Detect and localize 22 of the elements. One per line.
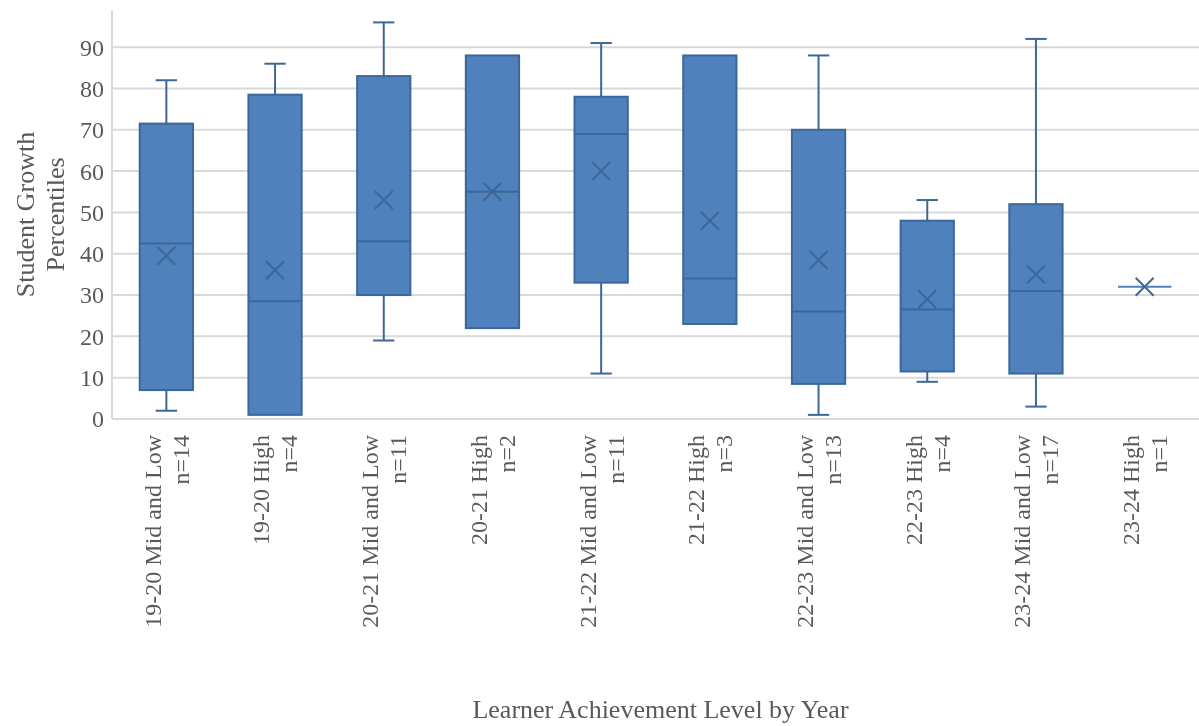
x-tick-label: 22-23 Mid and Low n=13 — [791, 434, 846, 628]
y-tick-label: 20 — [80, 323, 104, 350]
y-axis-title: Student Growth Percentiles — [11, 131, 71, 298]
x-tick-label: 20-21 Mid and Low n=11 — [357, 434, 412, 628]
y-tick-label: 70 — [80, 117, 104, 144]
x-tick-label: 22-23 High n=4 — [900, 435, 955, 545]
y-tick-label: 40 — [80, 241, 104, 268]
y-tick-label: 10 — [80, 365, 104, 392]
y-tick-label: 80 — [80, 75, 104, 102]
x-tick-label: 23-24 High n=1 — [1118, 435, 1173, 545]
x-axis-title: Learner Achievement Level by Year — [472, 695, 849, 724]
y-tick-label: 50 — [80, 199, 104, 226]
y-tick-label: 30 — [80, 282, 104, 309]
y-tick-label: 90 — [80, 34, 104, 61]
x-tick-label: 19-20 Mid and Low n=14 — [139, 434, 194, 628]
x-tick-label: 19-20 High n=4 — [248, 435, 303, 545]
x-tick-label: 20-21 High n=2 — [465, 435, 520, 545]
y-tick-label: 60 — [80, 158, 104, 185]
x-tick-label: 21-22 High n=3 — [683, 435, 738, 545]
x-tick-label: 23-24 Mid and Low n=17 — [1009, 434, 1064, 628]
y-tick-label: 0 — [92, 406, 104, 433]
x-tick-label: 21-22 Mid and Low n=11 — [574, 434, 629, 628]
